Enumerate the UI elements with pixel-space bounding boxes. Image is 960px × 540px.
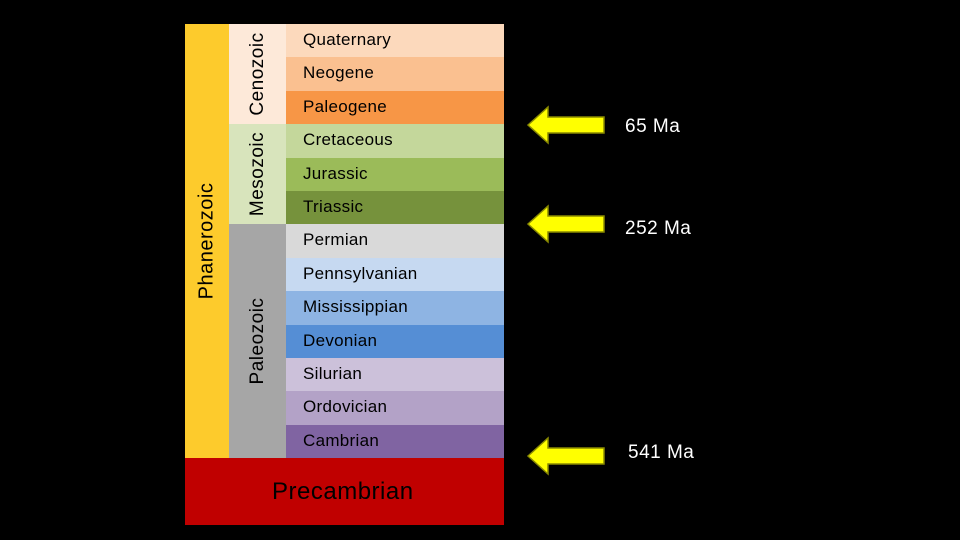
period-label: Neogene (303, 63, 375, 83)
period-quaternary: Quaternary (286, 24, 504, 58)
precambrian-label: Precambrian (272, 478, 414, 505)
period-cambrian: Cambrian (286, 424, 504, 458)
period-label: Jurassic (303, 163, 368, 183)
period-pennsylvanian: Pennsylvanian (286, 257, 504, 292)
period-cretaceous: Cretaceous (286, 124, 504, 158)
era-paleozoic: Paleozoic (229, 224, 286, 458)
period-paleogene: Paleogene (286, 90, 504, 125)
boundary-age-label: 252 Ma (625, 218, 692, 239)
period-label: Permian (303, 230, 369, 250)
eon-label: Phanerozoic (195, 182, 218, 300)
era-label: Paleozoic (246, 297, 268, 385)
period-label: Cretaceous (303, 130, 393, 150)
arrow-left-icon (526, 204, 605, 244)
period-permian: Permian (286, 224, 504, 258)
period-mississippian: Mississippian (286, 291, 504, 325)
period-label: Mississippian (303, 297, 408, 317)
period-label: Triassic (303, 197, 364, 216)
boundary-age-label: 65 Ma (625, 116, 681, 137)
period-label: Silurian (303, 364, 363, 383)
period-label: Ordovician (303, 397, 388, 417)
arrow-left-icon (526, 436, 605, 476)
period-triassic: Triassic (286, 191, 504, 225)
period-label: Quaternary (303, 30, 392, 49)
arrow-left-icon (526, 105, 605, 145)
period-label: Pennsylvanian (303, 263, 418, 283)
period-neogene: Neogene (286, 57, 504, 91)
era-cenozoic: Cenozoic (229, 24, 286, 124)
period-label: Cambrian (303, 430, 380, 450)
precambrian-block: Precambrian (185, 458, 504, 525)
period-label: Paleogene (303, 96, 387, 116)
period-devonian: Devonian (286, 324, 504, 358)
eon-phanerozoic: Phanerozoic (185, 24, 229, 458)
period-jurassic: Jurassic (286, 157, 504, 191)
period-label: Devonian (303, 330, 378, 350)
period-ordovician: Ordovician (286, 391, 504, 425)
era-label: Mesozoic (246, 131, 268, 217)
boundary-age-label: 541 Ma (628, 442, 695, 463)
period-silurian: Silurian (286, 358, 504, 392)
era-label: Cenozoic (246, 32, 268, 116)
era-mesozoic: Mesozoic (229, 124, 286, 224)
